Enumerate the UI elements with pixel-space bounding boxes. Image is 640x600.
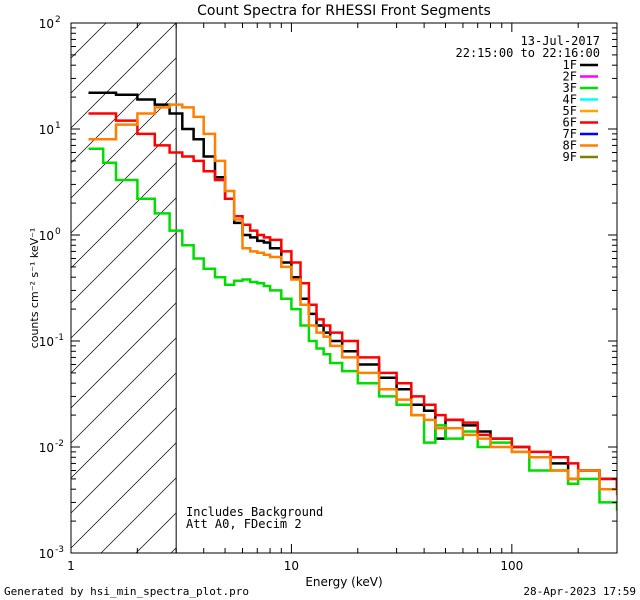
- series-layer: [88, 91, 617, 511]
- legend-label-2F: 2F: [563, 70, 577, 84]
- y-tick-exponent: -2: [55, 439, 64, 449]
- excluded-region-hatch: [0, 0, 177, 553]
- legend-label-8F: 8F: [563, 139, 577, 153]
- hatch-line: [71, 337, 177, 444]
- series-1F-line: [88, 91, 617, 490]
- series-6F-line: [88, 112, 617, 490]
- axis-ticks: [70, 22, 618, 554]
- legend-label-7F: 7F: [563, 127, 577, 141]
- hatch-line: [71, 92, 177, 199]
- hatch-line: [71, 23, 142, 94]
- timestamp-label: 28-Apr-2023 17:59: [523, 585, 636, 598]
- series-8F-line: [88, 103, 617, 496]
- annotation-attenuator: Att A0, FDecim 2: [186, 517, 302, 531]
- hatch-line: [71, 407, 177, 514]
- x-tick-label: 100: [500, 559, 523, 573]
- y-axis-label: counts cm⁻² s⁻¹ keV⁻¹: [28, 228, 41, 349]
- legend-label-3F: 3F: [563, 81, 577, 95]
- y-tick-label: 10: [39, 17, 54, 31]
- hatch-line: [71, 23, 107, 59]
- x-tick-labels: 1 10 100: [67, 559, 523, 573]
- hatch-line: [71, 372, 177, 479]
- y-tick-exponent: 0: [55, 227, 61, 237]
- y-tick-label: 10: [39, 441, 54, 455]
- generated-by-label: Generated by hsi_min_spectra_plot.pro: [4, 585, 249, 598]
- y-tick-label: 10: [39, 335, 54, 349]
- hatch-line: [71, 442, 177, 549]
- hatch-line: [71, 232, 177, 339]
- y-tick-exponent: 1: [55, 121, 61, 131]
- y-tick-label: 10: [39, 547, 54, 561]
- y-tick-exponent: -1: [55, 333, 64, 343]
- y-tick-exponent: 2: [55, 15, 61, 25]
- date-label: 13-Jul-2017: [521, 34, 600, 48]
- x-tick-label: 1: [67, 559, 75, 573]
- x-tick-label: 10: [284, 559, 299, 573]
- chart-title: Count Spectra for RHESSI Front Segments: [197, 3, 491, 19]
- annotation-background: Includes Background: [186, 505, 323, 519]
- hatch-line: [71, 57, 177, 164]
- legend-label-9F: 9F: [563, 150, 577, 164]
- y-tick-label: 10: [39, 229, 54, 243]
- legend-label-6F: 6F: [563, 116, 577, 130]
- plot-frame: [70, 22, 618, 554]
- hatch-line: [71, 23, 177, 129]
- legend-label-1F: 1F: [563, 58, 577, 72]
- time-range-label: 22:15:00 to 22:16:00: [456, 46, 601, 60]
- hatch-line: [71, 162, 177, 269]
- x-axis-label: Energy (keV): [305, 575, 382, 589]
- hatch-line: [71, 197, 177, 304]
- y-tick-exponent: -3: [55, 545, 64, 555]
- hatch-line: [0, 0, 106, 553]
- y-tick-label: 10: [39, 123, 54, 137]
- legend-label-4F: 4F: [563, 93, 577, 107]
- legend-label-5F: 5F: [563, 104, 577, 118]
